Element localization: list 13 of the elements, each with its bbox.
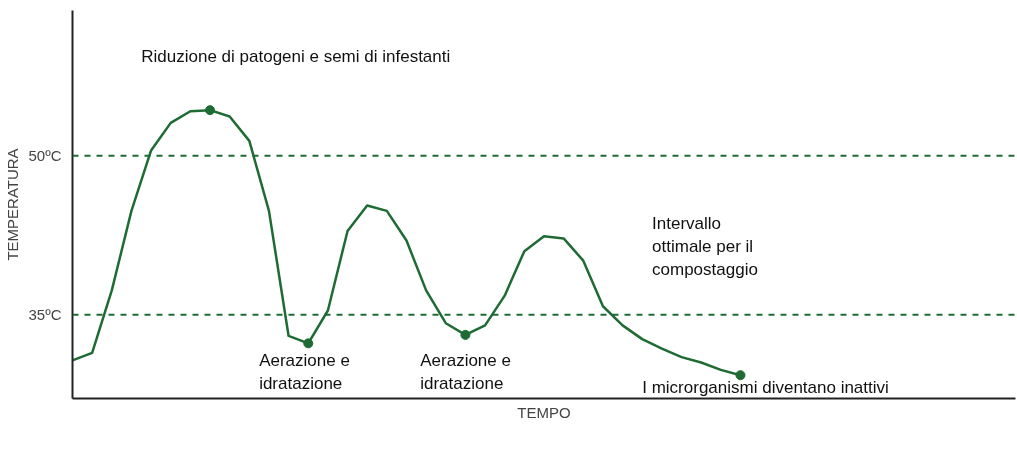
point [303, 338, 314, 349]
y-axis-title: TEMPERATURA [3, 148, 21, 261]
annotation: I microrganismi diventano inattivi [642, 378, 889, 398]
point [735, 370, 746, 381]
y-tick-label: 35ºC [28, 306, 62, 324]
annotation: Aerazione e idratazione [259, 350, 350, 393]
annotation: Riduzione di patogeni e semi di infestanti [141, 46, 451, 66]
annotation: Intervallo ottimale per il compostaggio [652, 214, 758, 279]
point [205, 105, 216, 116]
y-tick-label: 50ºC [28, 147, 62, 165]
x-axis-title: TEMPO [517, 403, 571, 421]
annotation: Aerazione e idratazione [420, 350, 511, 393]
point [460, 329, 471, 340]
